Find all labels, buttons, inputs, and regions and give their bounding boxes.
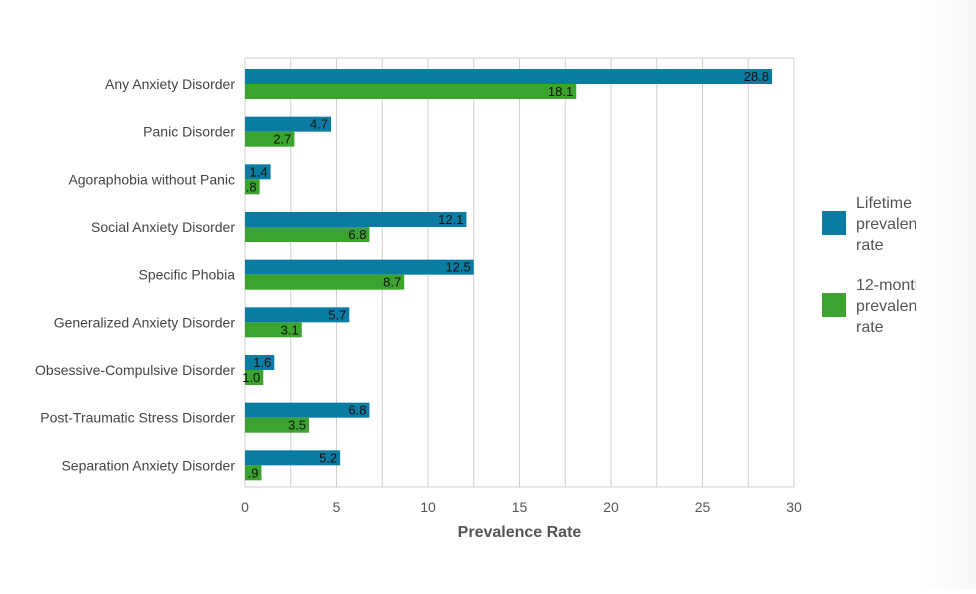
bar <box>245 355 275 370</box>
bar <box>245 84 577 99</box>
category-label: Separation Anxiety Disorder <box>61 457 235 473</box>
bar-value-label: 3.1 <box>281 322 299 337</box>
category-label: Agoraphobia without Panic <box>68 171 235 187</box>
bar <box>245 307 350 323</box>
bar <box>245 69 773 84</box>
x-axis-ticks: 0 5 10 15 20 25 30 <box>241 499 802 515</box>
bar-value-label: 3.5 <box>288 418 306 433</box>
bar <box>245 450 341 466</box>
legend-swatch <box>822 293 846 317</box>
category-label: Panic Disorder <box>143 124 235 140</box>
legend-swatch <box>822 211 846 235</box>
bar-value-label: 28.8 <box>744 69 769 84</box>
x-axis-title: Prevalence Rate <box>458 524 582 541</box>
category-label: Obsessive-Compulsive Disorder <box>35 362 235 378</box>
right-edge-shade <box>916 0 976 589</box>
bar <box>245 212 467 227</box>
bar-value-label: 1.0 <box>242 370 260 385</box>
bar-value-label: 6.8 <box>348 227 366 242</box>
bar-group: 28.8 18.1 4.7 2.7 1.4.8 12.1 6.8 12.5 8.7 5.7 3.1 1… <box>242 69 773 481</box>
x-tick-label: 30 <box>786 499 802 515</box>
y-axis-labels: Any Anxiety Disorder Panic Disorder Agorap… <box>35 76 235 473</box>
bar-value-label: 6.8 <box>348 403 366 418</box>
bar <box>245 164 271 180</box>
bar-value-label: 12.5 <box>445 260 470 275</box>
x-tick-label: 20 <box>603 499 619 515</box>
bar-value-label: .8 <box>246 179 257 194</box>
bar <box>245 402 370 418</box>
x-tick-label: 15 <box>512 499 528 515</box>
bar-value-label: 5.7 <box>328 307 346 322</box>
x-tick-label: 0 <box>241 499 249 515</box>
category-label: Specific Phobia <box>138 267 235 283</box>
bar-value-label: 1.6 <box>253 355 271 370</box>
bar <box>245 116 332 132</box>
category-label: Social Anxiety Disorder <box>91 219 235 235</box>
bar-value-label: 18.1 <box>548 84 573 99</box>
bar <box>245 370 264 385</box>
bar-value-label: 12.1 <box>438 212 463 227</box>
bar-value-label: 5.2 <box>319 450 337 465</box>
bar <box>245 227 370 242</box>
legend: Lifetime prevalence rate 12-month prevalence… <box>822 195 934 336</box>
x-tick-label: 25 <box>695 499 711 515</box>
category-label: Any Anxiety Disorder <box>105 76 235 92</box>
x-tick-label: 5 <box>333 499 341 515</box>
category-label: Generalized Anxiety Disorder <box>54 314 236 330</box>
bar <box>245 179 260 195</box>
legend-label: 12-month prevalence rate <box>856 277 934 336</box>
bar <box>245 259 474 275</box>
bar <box>245 274 405 290</box>
bar-value-label: 4.7 <box>310 117 328 132</box>
bar <box>245 131 295 147</box>
legend-label: Lifetime prevalence rate <box>856 195 934 254</box>
bar <box>245 417 310 433</box>
category-label: Post-Traumatic Stress Disorder <box>40 410 235 426</box>
bar-value-label: .9 <box>248 465 259 480</box>
bar-value-label: 2.7 <box>273 132 291 147</box>
bar <box>245 322 302 338</box>
bar-value-label: 8.7 <box>383 275 401 290</box>
x-tick-label: 10 <box>420 499 436 515</box>
bar <box>245 465 262 481</box>
bar-value-label: 1.4 <box>250 164 268 179</box>
